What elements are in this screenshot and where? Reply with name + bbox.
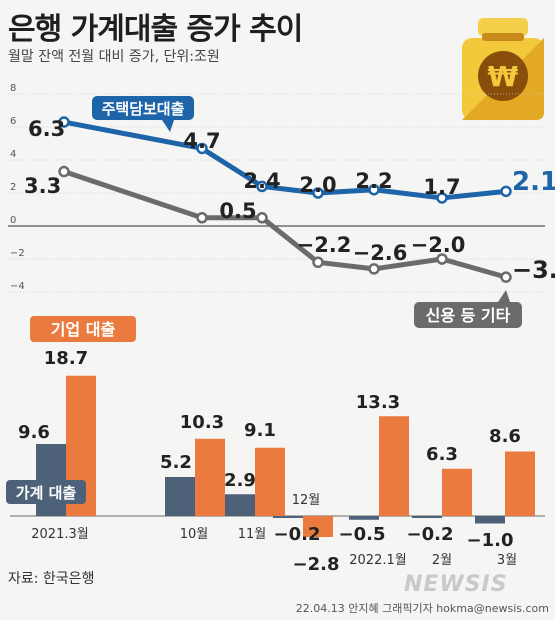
data-point: [58, 116, 70, 128]
data-label: 2.2: [355, 169, 392, 193]
category-label: 2021.3월: [31, 527, 88, 542]
data-label: −3.1: [512, 256, 555, 284]
bar-value-label: 9.6: [18, 422, 50, 443]
bar-value-label: −0.5: [339, 524, 386, 545]
bar-household: [165, 477, 195, 516]
bar-chart: 9.6 5.2 2.9 −0.2 −0.5 −0.2 −1.0 18.7 10.3 9.1 −2.8…: [6, 316, 545, 575]
legend-label-household: 가계 대출: [16, 484, 77, 502]
page-subtitle: 월말 잔액 전월 대비 증가, 단위:조원: [8, 49, 220, 65]
category-label: 11월: [238, 527, 267, 542]
line-chart: 8 6 4 2 0 −2 −4 6.3 4.7 2.4 2.0 2.2 1.7 2.1 3.3 0.5 −2.2…: [8, 83, 555, 328]
money-bag-icon: ₩: [462, 18, 544, 120]
category-label: 10월: [180, 527, 209, 542]
bar-value-label: 10.3: [180, 412, 224, 433]
data-label: 2.4: [243, 169, 280, 193]
data-point: [500, 271, 512, 283]
bar-value-label: 6.3: [426, 444, 458, 465]
data-point: [312, 256, 324, 269]
bar-value-label: −1.0: [467, 530, 514, 551]
data-label: 4.7: [183, 129, 220, 153]
data-label: 2.0: [299, 173, 336, 197]
data-point: [436, 253, 448, 265]
data-point: [500, 185, 512, 198]
y-tick-label: 2: [10, 182, 16, 193]
y-tick-label: 8: [10, 83, 16, 94]
legend-tag-corporate: [30, 316, 136, 342]
y-tick-label: 0: [10, 215, 16, 226]
data-point: [436, 192, 448, 204]
bar-value-label: 2.9: [224, 470, 256, 491]
data-label: −2.6: [353, 241, 408, 265]
bar-corporate: [379, 416, 409, 516]
bar-household: [225, 494, 255, 516]
y-tick-label: 6: [10, 116, 16, 127]
bar-value-label: −2.8: [293, 554, 340, 575]
credit-line: 22.04.13 안지혜 그래픽기자 hokma@newsis.com: [295, 602, 549, 615]
y-tick-label: 4: [10, 149, 16, 160]
data-point: [58, 165, 70, 178]
data-point: [196, 212, 208, 224]
source-note: 자료: 한국은행: [8, 571, 95, 587]
bar-value-label: 5.2: [160, 452, 192, 473]
legend-label-credit: 신용 등 기타: [426, 306, 511, 325]
y-tick-label: −2: [10, 248, 25, 259]
data-label: 1.7: [423, 175, 460, 199]
data-label: 2.1: [512, 167, 555, 197]
bar-value-label: −0.2: [407, 524, 454, 545]
data-point: [368, 263, 380, 275]
legend-tag-pointer: [162, 120, 174, 132]
category-label: 2월: [432, 553, 452, 568]
bar-corporate: [255, 447, 285, 516]
bar-corporate: [303, 516, 333, 537]
legend-tag-mortgage: [92, 96, 194, 120]
bar-household: [475, 516, 505, 524]
bar-corporate: [505, 451, 535, 516]
bar-value-label: −0.2: [274, 524, 321, 545]
page-title: 은행 가계대출 증가 추이: [8, 12, 303, 47]
y-tick-label: −4: [10, 281, 25, 292]
data-label: −2.2: [297, 233, 352, 257]
legend-tag-household: [6, 480, 86, 504]
category-label: 12월: [292, 493, 321, 508]
brand-watermark: NEWSIS: [404, 572, 508, 597]
bar-value-label: 13.3: [356, 392, 400, 413]
data-point: [256, 212, 268, 224]
bar-household: [273, 516, 303, 518]
bar-household: [349, 516, 379, 520]
bar-corporate: [195, 438, 225, 516]
data-point: [196, 142, 208, 155]
data-point: [368, 183, 380, 196]
legend-label-corporate: 기업 대출: [51, 320, 116, 339]
legend-tag-pointer: [498, 290, 510, 302]
category-label: 3월: [497, 553, 517, 568]
bar-household: [412, 516, 442, 518]
bar-corporate: [442, 468, 472, 516]
data-label: 3.3: [24, 174, 61, 198]
bar-value-label: 8.6: [489, 426, 521, 447]
data-label: 6.3: [28, 117, 65, 141]
data-point: [312, 187, 324, 199]
data-point: [256, 180, 268, 193]
bar-value-label: 18.7: [44, 348, 88, 369]
category-label: 2022.1월: [349, 553, 406, 568]
data-label: −2.0: [411, 233, 466, 257]
legend-tag-credit: [414, 302, 522, 328]
data-label: 0.5: [219, 199, 256, 223]
svg-text:₩: ₩: [488, 60, 519, 93]
bar-value-label: 9.1: [244, 420, 276, 441]
legend-label-mortgage: 주택담보대출: [102, 100, 185, 118]
